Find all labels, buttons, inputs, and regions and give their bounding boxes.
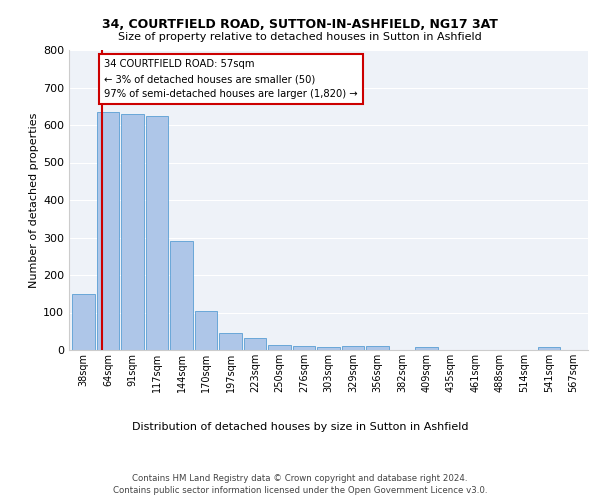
Bar bbox=[146, 116, 169, 350]
Bar bbox=[244, 338, 266, 350]
Bar bbox=[415, 347, 437, 350]
Bar bbox=[317, 347, 340, 350]
Bar bbox=[73, 294, 95, 350]
Y-axis label: Number of detached properties: Number of detached properties bbox=[29, 112, 39, 288]
Bar bbox=[195, 310, 217, 350]
Bar bbox=[220, 333, 242, 350]
Text: 34 COURTFIELD ROAD: 57sqm
← 3% of detached houses are smaller (50)
97% of semi-d: 34 COURTFIELD ROAD: 57sqm ← 3% of detach… bbox=[104, 60, 358, 99]
Bar bbox=[366, 346, 389, 350]
Bar bbox=[170, 242, 193, 350]
Bar bbox=[538, 347, 560, 350]
Bar bbox=[293, 346, 315, 350]
Text: Distribution of detached houses by size in Sutton in Ashfield: Distribution of detached houses by size … bbox=[132, 422, 468, 432]
Text: 34, COURTFIELD ROAD, SUTTON-IN-ASHFIELD, NG17 3AT: 34, COURTFIELD ROAD, SUTTON-IN-ASHFIELD,… bbox=[102, 18, 498, 30]
Text: Size of property relative to detached houses in Sutton in Ashfield: Size of property relative to detached ho… bbox=[118, 32, 482, 42]
Bar bbox=[342, 346, 364, 350]
Bar bbox=[97, 112, 119, 350]
Bar bbox=[121, 114, 144, 350]
Bar bbox=[268, 345, 291, 350]
Text: Contains HM Land Registry data © Crown copyright and database right 2024.
Contai: Contains HM Land Registry data © Crown c… bbox=[113, 474, 487, 495]
